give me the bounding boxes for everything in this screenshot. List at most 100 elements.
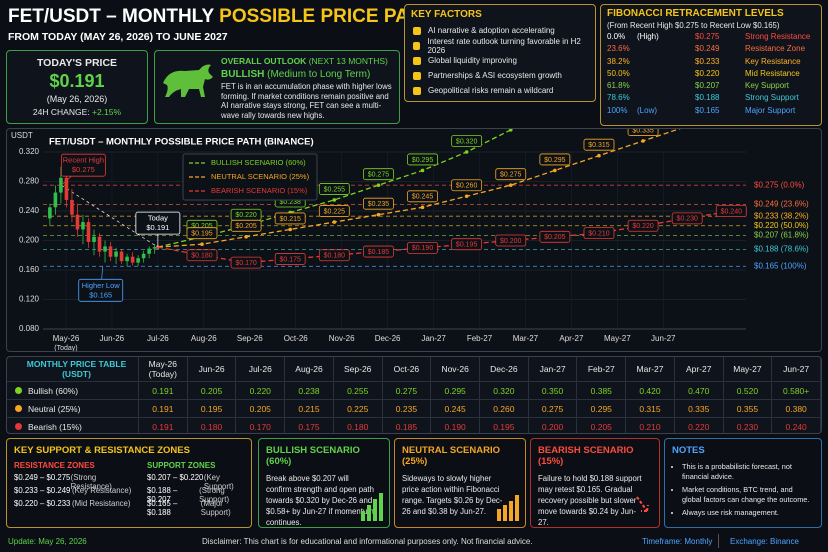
value-label-box (363, 197, 394, 210)
value-label: $0.295 (412, 157, 434, 164)
scenario-point (508, 183, 513, 187)
title-main: FET/USDT – MONTHLY (8, 6, 214, 27)
scenario-title: BEARISH SCENARIO (15%) (538, 445, 634, 467)
scenario-point (597, 153, 601, 158)
table-cell: 0.225 (333, 400, 383, 418)
icon-bar (515, 495, 519, 521)
scenario-text: Break above $0.207 will confirm strength… (266, 474, 374, 527)
candle-body (48, 207, 52, 219)
zone-row: $0.207 – $0.220 (Key Support) (147, 473, 251, 491)
zone-note: (Strong Support) (199, 486, 230, 504)
x-tick-label: Feb-27 (467, 334, 493, 343)
value-label-box (451, 135, 483, 147)
fib-title: FIBONACCI RETRACEMENT LEVELS (607, 8, 784, 19)
x-tick-label: Jul-26 (147, 334, 169, 343)
title-highlight: POSSIBLE PRICE PATH (219, 6, 433, 27)
value-label-box (230, 256, 262, 269)
scenario-title: BULLISH SCENARIO (60%) (266, 445, 360, 467)
column-header: Jul-26 (236, 357, 286, 382)
value-label: $0.190 (412, 245, 434, 252)
value-label: $0.220 (632, 223, 654, 230)
icon-bar (509, 501, 513, 521)
fib-zone: Strong Support (745, 93, 799, 103)
fib-price: $0.275 (695, 32, 720, 41)
scenario-point (464, 150, 469, 154)
table-cell: 0.190 (431, 418, 480, 433)
support-list: $0.207 – $0.220 (Key Support) $0.188 – $0.… (147, 473, 251, 517)
table-cell: 0.175 (285, 418, 334, 433)
legend-label: BEARISH SCENARIO (15%) (211, 186, 308, 195)
bars-icon (497, 495, 519, 521)
zone-range: $0.188 – $0.207 (147, 486, 178, 504)
x-tick-label: Sep-26 (237, 334, 263, 343)
fib-zone: Resistance Zone (745, 44, 806, 54)
zone-range: $0.233 – $0.249 (14, 486, 71, 495)
change-line: 24H CHANGE: +2.15% (7, 107, 147, 117)
candle-body (103, 246, 107, 252)
table-grid: MONTHLY PRICE TABLE (USDT) May-26 (Today)… (7, 357, 821, 433)
candle-body (130, 256, 135, 263)
annotation-box (135, 211, 181, 235)
value-label: $0.215 (279, 216, 301, 223)
subtitle: FROM TODAY (MAY 26, 2026) TO JUNE 2027 (8, 31, 228, 43)
zone-note: (Mid Resistance) (72, 499, 131, 508)
support-title: SUPPORT ZONES (147, 461, 216, 470)
factor-icon (413, 56, 421, 65)
column-header: Jun-26 (187, 357, 237, 382)
zone-note: (Key Support) (203, 473, 234, 491)
table-cell: 0.275 (528, 400, 578, 418)
factor-icon (413, 86, 421, 95)
update: Update: May 26, 2026 (8, 537, 87, 546)
y-tick-label: 0.160 (19, 265, 40, 274)
zone-note: (Key Resistance) (72, 486, 132, 495)
outlook-text: FET is in an accumulation phase with hig… (221, 82, 392, 120)
fib-level: 61.8% (607, 81, 630, 91)
value-label: $0.205 (235, 223, 257, 230)
table-cell: 0.350 (528, 382, 578, 400)
exchange: Exchange: Binance (730, 537, 799, 546)
fib-zone: Key Resistance (745, 56, 801, 66)
fib-level-label: $0.207 (61.8%) (754, 230, 809, 239)
value-label-box (583, 138, 615, 151)
value-label-box (495, 234, 527, 247)
legend-label: NEUTRAL SCENARIO (25%) (211, 172, 310, 181)
price-label: TODAY'S PRICE (36, 57, 118, 69)
row-dot (15, 423, 22, 430)
value-label-box (495, 168, 527, 181)
table-cell: 0.205 (577, 418, 627, 433)
note-item: Market conditions, BTC trend, and global… (682, 485, 814, 505)
scenario-point (464, 194, 469, 199)
value-label-box (318, 249, 350, 262)
y-tick-label: 0.080 (19, 324, 40, 333)
fib-price: $0.233 (695, 56, 720, 66)
fib-level-label: $0.165 (100%) (754, 261, 807, 270)
value-label: $0.185 (368, 249, 390, 256)
fib-note: (High) (637, 32, 659, 41)
legend-label: BULLISH SCENARIO (60%) (211, 158, 306, 167)
scenario-title: NEUTRAL SCENARIO (25%) (402, 445, 500, 467)
value-label-box (539, 230, 571, 243)
fib-level: 0.0% (607, 32, 626, 41)
zone-range: $0.165 – $0.188 (147, 499, 178, 517)
zone-range: $0.249 – $0.275 (14, 473, 71, 482)
table-cell: 0.255 (333, 382, 383, 400)
scenario-point (376, 212, 381, 217)
zone-row: $0.233 – $0.249 (Key Resistance) (14, 486, 138, 499)
footer-divider (718, 534, 719, 548)
bull-shape (163, 64, 213, 97)
table-title: MONTHLY PRICE TABLE (USDT) (7, 357, 139, 382)
value-label: $0.180 (324, 253, 346, 260)
value-label-box (274, 212, 306, 225)
zone-row: $0.165 – $0.188 (Major Support) (147, 499, 251, 517)
table-cell: 0.295 (431, 382, 480, 400)
column-header: Oct-26 (382, 357, 432, 382)
outlook-card: OVERALL OUTLOOK (NEXT 13 MONTHS) BULLISH… (154, 50, 400, 124)
fib-zone: Key Support (745, 81, 790, 91)
factor-text: AI narrative & adoption accelerating (428, 26, 555, 35)
zone-note: (Strong Resistance) (70, 473, 112, 491)
bearish-box: BEARISH SCENARIO (15%) Failure to hold $… (530, 438, 660, 528)
x-tick-label: May-27 (604, 334, 631, 343)
candle-body (75, 214, 80, 230)
zones-title: KEY SUPPORT & RESISTANCE ZONES (14, 445, 190, 456)
